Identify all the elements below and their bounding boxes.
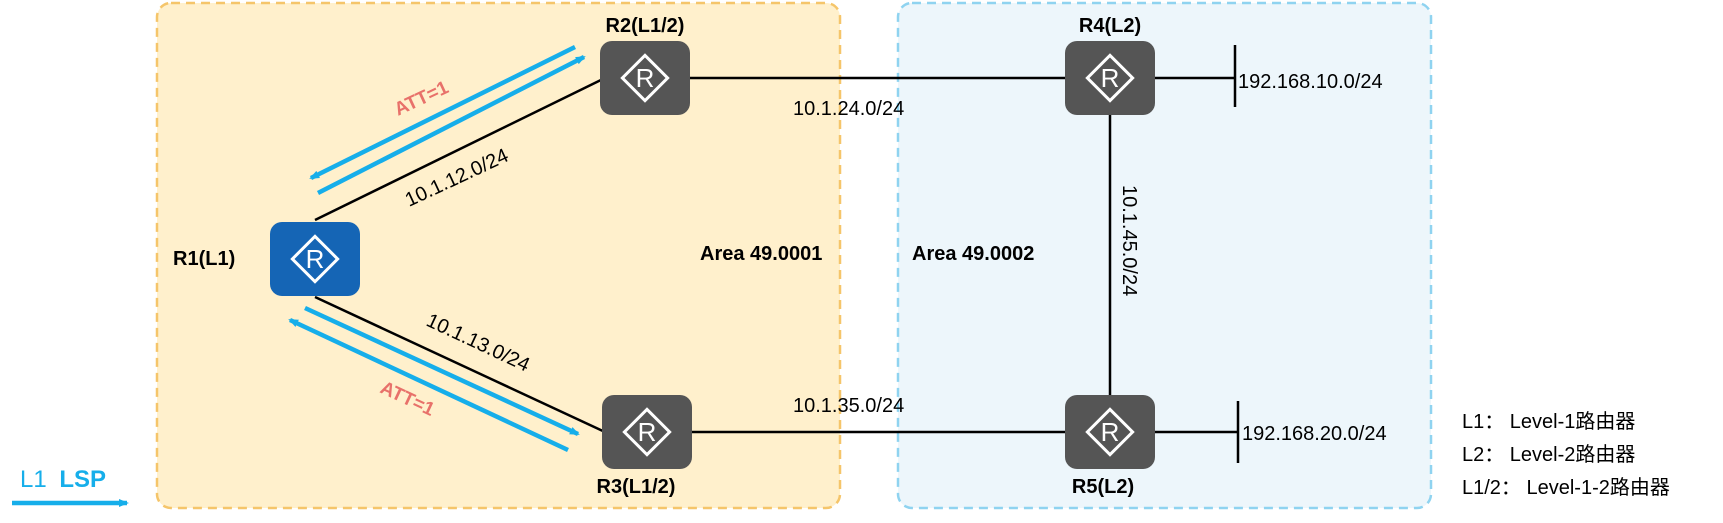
router-r4[interactable]: R: [1065, 41, 1155, 115]
legend-lsp-suffix: LSP: [59, 466, 106, 493]
legend-item-l1: L1： Level-1路由器: [1462, 410, 1635, 433]
svg-text:R: R: [1101, 63, 1120, 93]
svg-text:R: R: [638, 417, 657, 447]
link-label-r4-r5: 10.1.45.0/24: [1118, 185, 1140, 296]
link-label-r2-r4: 10.1.24.0/24: [793, 98, 904, 120]
area-49-0001-box: [155, 1, 842, 510]
router-r2-label: R2(L1/2): [606, 15, 685, 37]
link-r1-r2: [314, 76, 606, 222]
legend-item-l2: L2： Level-2路由器: [1462, 443, 1635, 466]
svg-text:R: R: [1101, 417, 1120, 447]
router-r1[interactable]: R: [270, 222, 360, 296]
lsp-arrow-r1-to-r2: [316, 54, 586, 196]
area-49-0002-box: [896, 1, 1433, 510]
router-icon: R: [620, 53, 670, 103]
router-r3-label: R3(L1/2): [597, 476, 676, 498]
lsp-arrow-r2-to-r1: [309, 44, 577, 181]
legend-item-l1-2: L1/2： Level-1-2路由器: [1462, 476, 1670, 499]
network-label-r4: 192.168.10.0/24: [1238, 71, 1383, 93]
router-r5[interactable]: R: [1065, 395, 1155, 469]
area-49-0001-label: Area 49.0001: [700, 243, 822, 265]
area-49-0002-label: Area 49.0002: [912, 243, 1034, 265]
router-r2[interactable]: R: [600, 41, 690, 115]
link-r1-r3: [314, 295, 606, 434]
router-icon: R: [290, 234, 340, 284]
svg-text:R: R: [636, 63, 655, 93]
link-label-r3-r5: 10.1.35.0/24: [793, 395, 904, 417]
router-r1-label: R1(L1): [173, 248, 235, 270]
router-r5-label: R5(L2): [1072, 476, 1134, 498]
legend-lsp-prefix: L1: [20, 466, 47, 493]
router-r4-label: R4(L2): [1079, 15, 1141, 37]
network-label-r5: 192.168.20.0/24: [1242, 423, 1387, 445]
router-icon: R: [1085, 53, 1135, 103]
lsp-arrow-r3-to-r1: [288, 317, 569, 453]
router-icon: R: [1085, 407, 1135, 457]
router-icon: R: [622, 407, 672, 457]
router-r3[interactable]: R: [602, 395, 692, 469]
lsp-arrow-r1-to-r3: [304, 305, 580, 437]
svg-text:R: R: [306, 244, 325, 274]
legend-lsp-text: L1 LSP: [20, 466, 106, 493]
